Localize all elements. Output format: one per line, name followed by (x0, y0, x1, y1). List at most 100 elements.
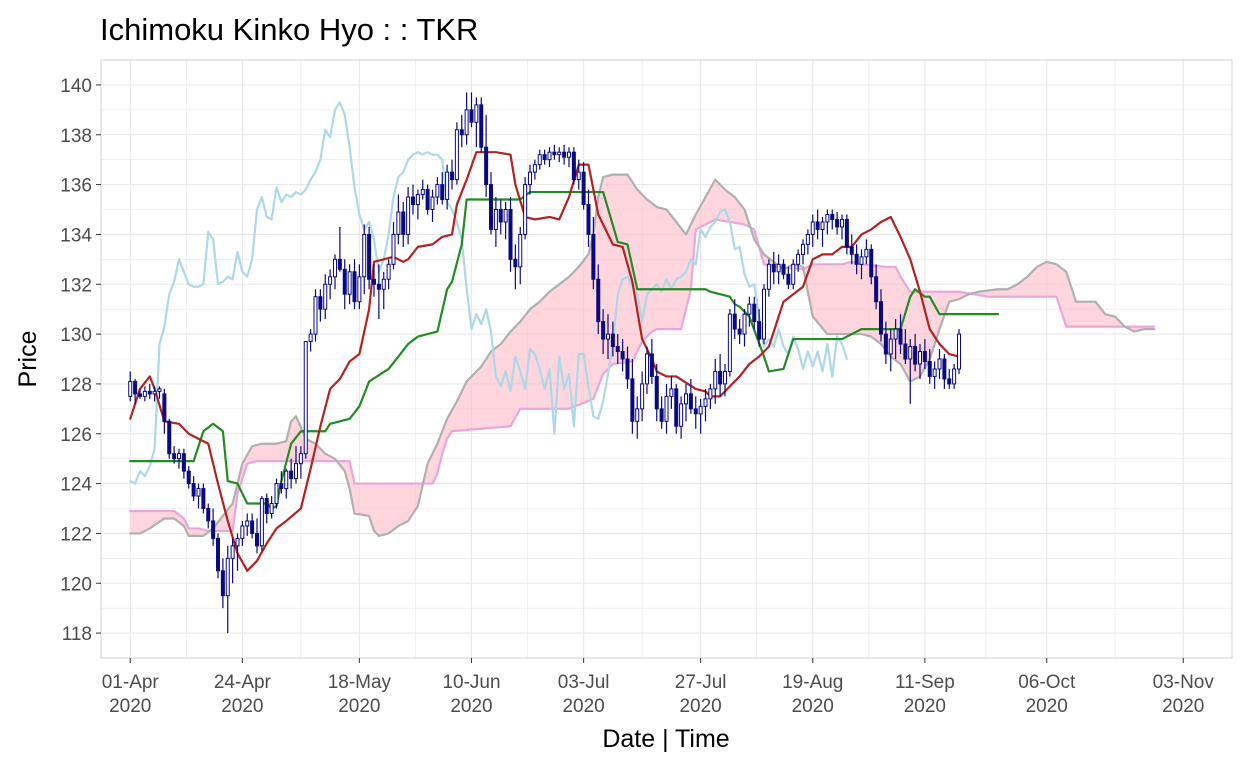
candle-body (903, 343, 908, 360)
candle-body (323, 283, 328, 310)
candle-body (284, 470, 289, 490)
x-tick-label: 01-Apr (102, 672, 160, 693)
candle-body (415, 194, 420, 206)
chikou-span-line (129, 101, 848, 485)
candle-body (625, 358, 630, 380)
y-tick-label: 132 (60, 275, 92, 296)
x-tick-year: 2020 (1026, 696, 1068, 717)
candle-body (932, 368, 937, 377)
candle-body (766, 263, 771, 290)
candle-body (640, 383, 645, 410)
candle-body (620, 351, 625, 360)
y-tick-label: 128 (60, 375, 92, 396)
candle-body (713, 370, 718, 390)
candle-body (781, 263, 786, 275)
x-tick-label: 03-Jul (558, 672, 610, 693)
candle-body (308, 333, 313, 343)
candle-body (396, 211, 401, 235)
tenkan-sen-line (129, 151, 961, 572)
candle-body (493, 209, 498, 230)
candle-body (532, 164, 537, 173)
candle-body (449, 171, 455, 181)
candle-body (820, 221, 825, 230)
x-tick-year: 2020 (109, 696, 151, 717)
x-tick-year: 2020 (562, 696, 604, 717)
candle-body (888, 338, 893, 355)
candle-body (596, 278, 601, 323)
y-tick-label: 134 (60, 225, 92, 246)
candle-body (133, 380, 138, 395)
candle-body (854, 253, 859, 265)
candle-body (703, 398, 708, 407)
candle-body (669, 388, 674, 397)
candle-body (849, 246, 854, 255)
candle-body (406, 196, 411, 235)
candle-body (693, 408, 698, 415)
x-tick-year: 2020 (338, 696, 380, 717)
candle-body (952, 368, 957, 385)
candle-body (245, 520, 250, 527)
candle-body (718, 370, 723, 385)
candle-body (313, 296, 318, 335)
candle-body (698, 405, 703, 415)
candle-body (757, 321, 762, 340)
candle-body (420, 189, 425, 196)
candle-body (644, 353, 650, 385)
candle-body (172, 453, 177, 460)
x-tick-year: 2020 (792, 696, 834, 717)
candle-body (791, 263, 796, 285)
candle-body (844, 218, 849, 248)
x-tick-label: 11-Sep (895, 672, 955, 693)
candle-body (659, 408, 664, 422)
candle-body (381, 278, 386, 290)
candle-body (352, 271, 357, 303)
candle-body (342, 268, 347, 295)
candle-body (571, 151, 576, 181)
candle-body (318, 296, 323, 310)
candle-body (220, 570, 225, 597)
x-tick-label: 24-Apr (214, 672, 272, 693)
candle-body (128, 380, 133, 397)
candle-body (362, 233, 367, 278)
x-tick-label: 10-Jun (442, 672, 500, 693)
candle-body (250, 520, 255, 534)
candle-body (430, 196, 435, 211)
candle-body (796, 253, 801, 265)
candle-body (761, 288, 767, 340)
candle-body (401, 211, 406, 235)
candle-body (230, 545, 235, 559)
candle-body (167, 420, 172, 455)
candle-body (488, 184, 494, 230)
candle-body (264, 498, 269, 514)
candle-body (615, 346, 620, 353)
candle-body (542, 154, 547, 161)
candle-body (722, 370, 728, 385)
candle-body (893, 328, 898, 340)
y-axis-title: Price (14, 331, 42, 388)
candle-body (518, 233, 523, 268)
x-tick-year: 2020 (904, 696, 946, 717)
candle-body (147, 390, 152, 395)
candle-body (376, 283, 381, 290)
candle-body (523, 184, 528, 235)
candle-body (937, 358, 942, 370)
candle-body (815, 221, 820, 230)
candle-body (664, 395, 669, 422)
candle-body (674, 388, 679, 427)
candle-body (435, 184, 440, 198)
candle-body (289, 470, 294, 480)
candle-body (274, 483, 279, 505)
candle-body (357, 276, 362, 303)
candle-body (683, 393, 689, 405)
candle-body (557, 151, 562, 156)
candle-body (922, 351, 927, 362)
candle-body (654, 375, 659, 410)
candle-body (211, 520, 216, 539)
candle-body (552, 151, 557, 156)
candle-body (874, 276, 879, 303)
candle-body (864, 248, 869, 258)
candle-body (878, 301, 884, 335)
candle-body (425, 189, 430, 210)
candle-body (800, 243, 806, 255)
